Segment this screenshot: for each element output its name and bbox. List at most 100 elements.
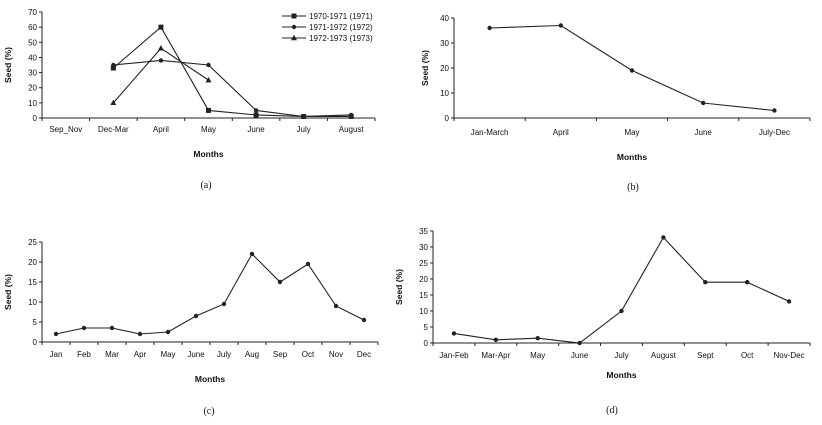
- data-point: [165, 329, 171, 335]
- y-axis-label: Seed (%): [420, 50, 430, 86]
- y-tick-label: 5: [33, 318, 38, 327]
- x-tick-label: Nov: [329, 350, 343, 359]
- x-tick-label: Mar-Apr: [481, 351, 510, 360]
- data-point: [206, 107, 211, 113]
- legend-marker: [291, 34, 297, 41]
- data-point: [301, 114, 306, 119]
- y-tick-label: 60: [28, 23, 37, 32]
- series-3: [110, 45, 212, 106]
- y-axis-label: Seed (%): [394, 269, 404, 305]
- data-point: [81, 325, 87, 331]
- y-axis-label: Seed (%): [3, 274, 13, 310]
- x-tick-label: Sept: [697, 351, 714, 360]
- y-tick-label: 30: [419, 243, 428, 252]
- data-point: [158, 58, 164, 63]
- data-point: [786, 299, 792, 304]
- y-tick-label: 0: [445, 114, 450, 123]
- x-tick-label: Nov-Dec: [773, 351, 804, 360]
- data-point: [493, 337, 499, 342]
- x-axis-label: Months: [606, 370, 636, 380]
- data-point: [110, 99, 117, 106]
- data-point: [193, 313, 199, 319]
- chart-panel-a: 0 10 20 30 40 50 60 70 Sep_Nov Dec-Mar April May Jun…: [3, 8, 376, 191]
- legend-marker: [291, 13, 297, 19]
- y-tick-label: 0: [33, 338, 38, 347]
- x-tick-label: August: [339, 125, 365, 134]
- y-tick-label: 50: [28, 38, 37, 47]
- x-axis-label: Months: [193, 149, 223, 159]
- data-point: [744, 280, 750, 285]
- x-axis-label: Months: [195, 374, 225, 384]
- y-axis-label: Seed (%): [3, 47, 13, 83]
- y-tick-label: 0: [424, 339, 429, 348]
- legend-label: 1972-1973 (1973): [309, 34, 373, 43]
- x-tick-label: Feb: [77, 350, 91, 359]
- y-tick-label: 10: [28, 99, 37, 108]
- x-tick-label: July-Dec: [759, 128, 790, 137]
- x-tick-label: July: [217, 350, 231, 359]
- series-line: [112, 47, 209, 104]
- data-point: [619, 308, 624, 314]
- y-tick-label: 5: [424, 323, 429, 332]
- x-tick-label: June: [571, 351, 589, 360]
- series-line: [453, 236, 790, 344]
- y-tick-label: 30: [440, 39, 449, 48]
- series-2: [111, 58, 354, 119]
- x-tick-label: Sep: [273, 350, 288, 359]
- x-tick-label: Oct: [741, 351, 754, 360]
- y-tick-label: 40: [28, 53, 37, 62]
- data-point: [109, 325, 115, 331]
- x-tick-label: Oct: [302, 350, 315, 359]
- data-point: [110, 65, 116, 71]
- y-tick-label: 10: [28, 298, 37, 307]
- x-tick-label: August: [651, 351, 677, 360]
- y-tick-label: 25: [28, 238, 37, 247]
- x-tick-label: May: [530, 351, 545, 360]
- chart-panel-b: 0 10 20 30 40 Jan-March April May June July-Dec Mo…: [420, 14, 811, 193]
- x-tick-label: Aug: [245, 350, 259, 359]
- x-tick-label: May: [160, 350, 175, 359]
- data-point: [158, 24, 164, 30]
- y-tick-label: 20: [28, 84, 37, 93]
- x-tick-label: May: [624, 128, 639, 137]
- data-point: [361, 317, 367, 323]
- data-point: [221, 301, 227, 307]
- data-point: [558, 23, 563, 28]
- x-tick-label: July: [614, 351, 628, 360]
- legend: 1970-1971 (1971) 1971-1972 (1972) 1972-197…: [282, 12, 373, 43]
- data-point: [703, 280, 708, 285]
- y-tick-label: 40: [440, 14, 449, 23]
- series-line: [113, 59, 352, 118]
- data-point: [451, 331, 457, 336]
- x-tick-label: June: [187, 350, 205, 359]
- data-point: [535, 336, 540, 341]
- data-point: [577, 340, 582, 346]
- data-point: [53, 331, 59, 337]
- x-axis-label: Months: [617, 152, 647, 162]
- data-point: [206, 62, 211, 68]
- data-point: [349, 112, 354, 118]
- x-tick-label: Jan-March: [471, 128, 509, 137]
- data-point: [487, 25, 492, 31]
- x-tick-label: July: [297, 125, 311, 134]
- y-tick-label: 30: [28, 69, 37, 78]
- x-tick-label: Jan: [50, 350, 63, 359]
- data-point: [701, 100, 706, 106]
- data-point: [253, 108, 259, 113]
- y-tick-label: 35: [419, 227, 428, 236]
- legend-label: 1970-1971 (1971): [309, 12, 373, 21]
- x-tick-label: April: [153, 125, 169, 134]
- series-line: [489, 24, 775, 112]
- y-tick-label: 20: [28, 258, 37, 267]
- y-tick-label: 10: [440, 89, 449, 98]
- y-tick-label: 0: [33, 114, 38, 123]
- data-point: [253, 112, 259, 118]
- data-point: [157, 45, 164, 51]
- x-tick-label: June: [247, 125, 265, 134]
- series-1: [487, 23, 777, 113]
- series-1: [451, 235, 792, 346]
- x-tick-label: Dec-Mar: [98, 125, 129, 134]
- x-tick-label: Sep_Nov: [49, 125, 82, 134]
- x-tick-label: Jan-Feb: [439, 351, 469, 360]
